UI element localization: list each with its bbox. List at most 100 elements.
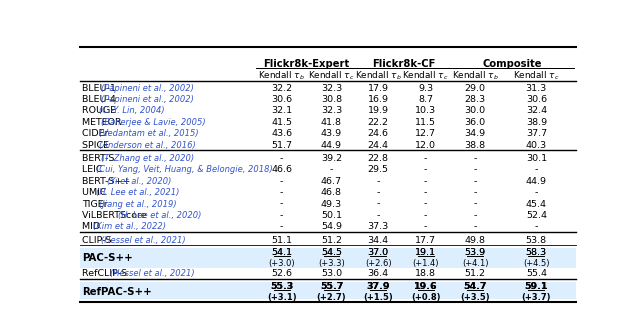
Text: (Cui, Yang, Veit, Huang, & Belongie, 2018): (Cui, Yang, Veit, Huang, & Belongie, 201… [96,165,273,174]
Bar [80,248,576,268]
Text: 30.6: 30.6 [525,95,547,104]
Text: (+2.7): (+2.7) [317,293,346,302]
Text: Kendall $\tau_c$: Kendall $\tau_c$ [308,70,355,82]
Text: -: - [376,188,380,197]
Text: Flickr8k-Expert: Flickr8k-Expert [263,58,349,69]
Text: METEOR: METEOR [82,118,125,127]
Text: (+3.1): (+3.1) [267,293,296,302]
Text: Kendall $\tau_b$: Kendall $\tau_b$ [259,70,305,82]
Text: 59.1: 59.1 [525,282,548,291]
Text: (H. Lee et al., 2021): (H. Lee et al., 2021) [96,188,179,197]
Text: -: - [424,200,428,209]
Text: -: - [534,188,538,197]
Text: 53.9: 53.9 [465,248,486,257]
Text: (+3.5): (+3.5) [460,293,490,302]
Text: 37.9: 37.9 [366,282,390,291]
Text: 44.9: 44.9 [526,177,547,186]
Text: 46.8: 46.8 [321,188,342,197]
Text: LEIC: LEIC [82,165,106,174]
Text: 54.1: 54.1 [271,248,292,257]
Text: 51.2: 51.2 [465,269,486,279]
Text: 36.4: 36.4 [367,269,388,279]
Text: CLIP-S: CLIP-S [82,236,115,245]
Text: (Yi et al., 2020): (Yi et al., 2020) [107,177,171,186]
Text: (+4.1): (+4.1) [462,259,488,267]
Text: 54.7: 54.7 [463,282,487,291]
Text: -: - [474,188,477,197]
Text: 55.7: 55.7 [320,282,343,291]
Text: ROUGE: ROUGE [82,107,119,116]
Text: 10.3: 10.3 [415,107,436,116]
Text: 24.6: 24.6 [367,129,388,138]
Text: 46.6: 46.6 [271,165,292,174]
Text: RefCLIP-S: RefCLIP-S [82,269,130,279]
Text: (Banerjee & Lavie, 2005): (Banerjee & Lavie, 2005) [101,118,206,127]
Text: Composite: Composite [483,58,542,69]
Text: BLEU-1: BLEU-1 [82,84,119,93]
Bar [80,282,576,302]
Text: 22.8: 22.8 [367,154,388,163]
Text: (Anderson et al., 2016): (Anderson et al., 2016) [99,140,195,150]
Text: 19.6: 19.6 [414,282,438,291]
Text: 53.0: 53.0 [321,269,342,279]
Text: 19.1: 19.1 [415,248,436,257]
Text: -: - [376,200,380,209]
Text: 55.3: 55.3 [270,282,293,291]
Text: 32.1: 32.1 [271,107,292,116]
Text: 55.4: 55.4 [526,269,547,279]
Text: -: - [376,177,380,186]
Text: 58.3: 58.3 [525,248,547,257]
Text: 37.3: 37.3 [367,222,388,232]
Text: (Papineni et al., 2002): (Papineni et al., 2002) [101,84,194,93]
Text: (T. Zhang et al., 2020): (T. Zhang et al., 2020) [101,154,195,163]
Text: 30.6: 30.6 [271,95,292,104]
Text: -: - [424,188,428,197]
Text: -: - [474,177,477,186]
Text: 37.0: 37.0 [367,248,388,257]
Text: UMIC: UMIC [82,188,109,197]
Text: (+0.8): (+0.8) [411,293,440,302]
Text: 55.3: 55.3 [270,282,293,291]
Text: 54.5: 54.5 [321,248,342,257]
Text: -: - [280,154,284,163]
Text: (+3.0): (+3.0) [268,259,295,267]
Text: (Papineni et al., 2002): (Papineni et al., 2002) [101,95,194,104]
Text: -: - [474,154,477,163]
Text: 44.9: 44.9 [321,140,342,150]
Text: 17.9: 17.9 [367,84,388,93]
Text: (C.-Y. Lin, 2004): (C.-Y. Lin, 2004) [99,107,164,116]
Text: 43.9: 43.9 [321,129,342,138]
Text: BERT-S++: BERT-S++ [82,177,133,186]
Text: (Jiang et al., 2019): (Jiang et al., 2019) [99,200,176,209]
Text: 51.2: 51.2 [321,236,342,245]
Text: -: - [376,211,380,220]
Text: 38.9: 38.9 [525,118,547,127]
Text: 41.8: 41.8 [321,118,342,127]
Text: 37.0: 37.0 [367,248,388,257]
Text: (+3.3): (+3.3) [318,259,345,267]
Text: 51.1: 51.1 [271,236,292,245]
Text: 59.1: 59.1 [525,282,548,291]
Text: 24.4: 24.4 [367,140,388,150]
Text: Kendall $\tau_c$: Kendall $\tau_c$ [403,70,449,82]
Text: 18.8: 18.8 [415,269,436,279]
Text: 58.3: 58.3 [525,248,547,257]
Text: 40.3: 40.3 [525,140,547,150]
Text: 17.7: 17.7 [415,236,436,245]
Text: 19.6: 19.6 [414,282,438,291]
Text: -: - [424,211,428,220]
Text: Kendall $\tau_c$: Kendall $\tau_c$ [513,70,559,82]
Text: (Hessel et al., 2021): (Hessel et al., 2021) [109,269,194,279]
Text: 32.4: 32.4 [525,107,547,116]
Text: 30.0: 30.0 [465,107,486,116]
Text: 36.0: 36.0 [465,118,486,127]
Text: -: - [474,222,477,232]
Text: -: - [474,165,477,174]
Text: 54.7: 54.7 [463,282,487,291]
Text: 37.7: 37.7 [525,129,547,138]
Text: BLEU-4: BLEU-4 [82,95,119,104]
Text: 54.9: 54.9 [321,222,342,232]
Text: 32.3: 32.3 [321,107,342,116]
Text: (+1.4): (+1.4) [412,259,439,267]
Text: Flickr8k-CF: Flickr8k-CF [372,58,435,69]
